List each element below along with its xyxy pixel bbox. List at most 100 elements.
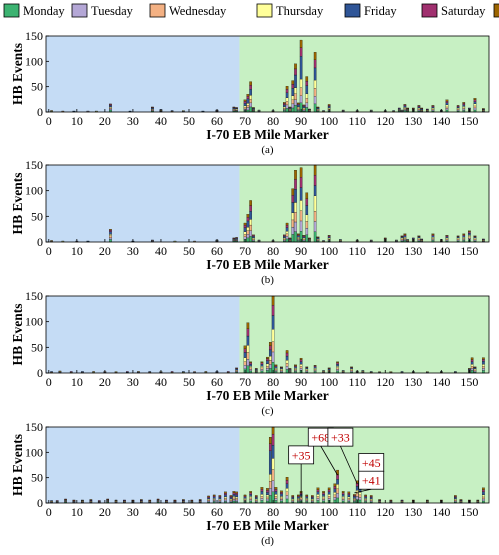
bar-segment-tuesday (243, 365, 247, 370)
bar-segment-wednesday (283, 108, 286, 110)
bar-stack (341, 491, 345, 504)
bar-stack (266, 356, 269, 374)
y-tick-label: 0 (37, 105, 43, 119)
bar-segment-saturday (462, 234, 466, 236)
bar-segment-sunday (198, 499, 202, 501)
bar-segment-sunday (106, 498, 110, 500)
bar-segment-wednesday (299, 87, 303, 96)
bar-stack (299, 39, 303, 113)
bar-segment-tuesday (260, 498, 264, 501)
bar-segment-wednesday (299, 366, 303, 369)
bar-segment-thursday (246, 103, 250, 106)
bar-segment-sunday (470, 357, 474, 360)
bar-segment-tuesday (454, 500, 457, 503)
bar-segment-tuesday (431, 239, 435, 241)
bar-segment-wednesday (266, 496, 269, 500)
bar-stack (456, 105, 460, 113)
bar-segment-monday (305, 234, 309, 243)
bar-segment-saturday (327, 235, 331, 237)
bar-segment-sunday (280, 490, 283, 493)
bar-segment-saturday (403, 104, 407, 107)
bar-segment-friday (456, 236, 460, 239)
annotation-callout: +45 (358, 453, 385, 481)
bar-segment-wednesday (445, 238, 449, 241)
bar-segment-sunday (288, 368, 292, 370)
bar-segment-wednesday (417, 238, 421, 241)
bar-segment-tuesday (403, 239, 407, 241)
bar-segment-wednesday (274, 369, 278, 371)
bar-segment-thursday (291, 498, 295, 501)
bar-stack (254, 368, 258, 374)
bar-segment-tuesday (283, 239, 286, 242)
bar-segment-wednesday (305, 369, 309, 372)
bar-segment-saturday (123, 499, 126, 501)
bar-segment-tuesday (109, 237, 112, 240)
bar-segment-friday (232, 494, 236, 497)
bar-segment-friday (347, 494, 351, 498)
bar-segment-saturday (243, 101, 247, 104)
bar-stack (378, 499, 381, 504)
bar-segment-sunday (260, 361, 264, 363)
bar-segment-sunday (285, 350, 289, 354)
bar-segment-tuesday (285, 236, 289, 240)
legend-label-thursday: Thursday (276, 4, 324, 18)
bar-segment-sunday (473, 366, 477, 368)
bar-segment-wednesday (268, 360, 272, 365)
bar-segment-friday (369, 497, 373, 500)
bar-segment-saturday (473, 99, 477, 102)
bar-stack (403, 104, 407, 113)
bar-segment-saturday (468, 231, 471, 234)
bar-segment-sunday (81, 499, 84, 501)
bar-segment-tuesday (271, 351, 275, 363)
bar-segment-tuesday (305, 228, 309, 235)
bar-stack (462, 233, 466, 243)
bar-segment-tuesday (299, 220, 303, 232)
bar-segment-friday (322, 240, 325, 242)
bar-segment-sunday (243, 222, 247, 226)
bar-segment-friday (456, 106, 460, 109)
bar-segment-saturday (274, 489, 278, 492)
bar-segment-sunday (285, 222, 289, 226)
bar-segment-tuesday (249, 102, 252, 108)
bar-segment-saturday (125, 371, 129, 373)
bar-segment-wednesday (316, 109, 320, 111)
bar-stack (305, 366, 309, 374)
x-axis-label: I-70 EB Mile Marker (206, 518, 329, 533)
bar-segment-tuesday (246, 234, 250, 239)
bar-segment-thursday (445, 104, 449, 108)
bar-segment-sunday (445, 235, 449, 236)
bar-segment-wednesday (288, 109, 292, 111)
bar-stack (297, 102, 300, 113)
bar-segment-sunday (313, 365, 317, 366)
bar-segment-thursday (403, 237, 407, 239)
bar-segment-sunday (266, 488, 269, 491)
bar-segment-thursday (61, 240, 65, 242)
bar-segment-wednesday (305, 499, 309, 501)
bar-segment-wednesday (249, 497, 252, 500)
bar-segment-tuesday (305, 370, 309, 373)
bar-segment-friday (462, 104, 466, 107)
x-tick-label: 50 (183, 505, 195, 519)
bar-segment-tuesday (350, 370, 353, 373)
bar-segment-thursday (327, 237, 331, 240)
bar-segment-friday (280, 493, 283, 497)
bar-stack (224, 491, 227, 504)
bar-stack (425, 108, 429, 113)
bar-segment-saturday (302, 105, 306, 107)
x-tick-label: 150 (460, 114, 478, 128)
bar-stack (254, 495, 258, 504)
annotation-box (327, 427, 354, 447)
bar-stack (316, 106, 320, 113)
bar-segment-saturday (260, 362, 264, 365)
bar-segment-sunday (249, 200, 252, 206)
bar-segment-tuesday (462, 108, 466, 111)
bar-segment-thursday (327, 494, 331, 497)
bar-stack (305, 494, 309, 504)
bar-segment-tuesday (291, 103, 295, 109)
bar-segment-wednesday (431, 238, 435, 240)
x-axis-label: I-70 EB Mile Marker (206, 257, 329, 272)
bar-segment-thursday (274, 494, 278, 497)
bar-segment-thursday (114, 371, 118, 373)
bar-segment-sunday (224, 491, 227, 494)
